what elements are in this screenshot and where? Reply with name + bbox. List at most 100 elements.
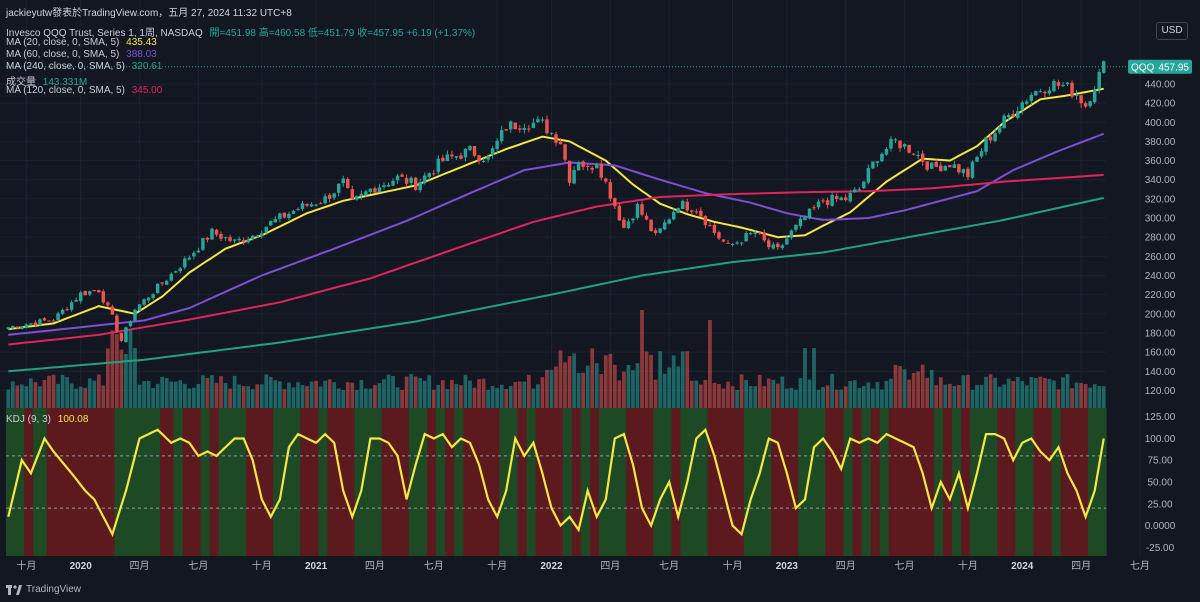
volume-bar [382,379,386,408]
candle-body [712,224,717,233]
volume-bar [314,380,318,408]
kdj-bg-column [508,408,514,556]
candle-body [653,230,658,234]
volume-bar [861,385,866,408]
volume-bar [689,380,694,408]
legend-ma60[interactable]: MA (60, close, 0, SMA, 5) 388.03 [6,49,157,60]
candle-body [459,155,463,159]
volume-bar [92,380,97,408]
kdj-bg-column [322,408,328,556]
kdj-bg-column [748,408,754,556]
volume-bar [1097,385,1102,408]
candle-body [640,204,644,215]
volume-bar [866,382,871,408]
candle-body [730,243,735,245]
candle-body [74,299,78,302]
candlestick-layer [6,60,1106,343]
price-tick-label: 380.00 [1145,137,1176,148]
candle-body [504,129,508,131]
candle-body [1043,91,1047,94]
volume-bar [33,382,38,408]
candle-body [169,273,173,281]
legend-volume[interactable]: 成交量 143.331M [6,73,87,88]
candle-body [400,174,404,177]
kdj-bg-column [544,408,550,556]
currency-button[interactable]: USD [1156,22,1188,40]
candle-body [56,313,60,321]
volume-bar [1074,382,1079,408]
volume-bar [1070,388,1074,408]
candle-body [1074,94,1079,96]
candle-body [350,189,355,200]
legend-ma120[interactable]: MA (120, close, 0, SMA, 5) 345.00 [6,85,162,96]
candle-body [988,136,993,141]
candle-body [359,193,364,197]
candle-body [671,211,676,220]
volume-bar [210,375,214,408]
volume-bar [1029,377,1034,408]
candle-body [1056,82,1061,86]
candle-body [563,144,567,160]
kdj-bg-column [522,408,528,556]
legend-ma20[interactable]: MA (20, close, 0, SMA, 5) 435.43 [6,37,157,48]
legend-ma240[interactable]: MA (240, close, 0, SMA, 5) 320.61 [6,61,162,72]
kdj-bg-column [780,408,786,556]
volume-bar [757,374,762,408]
kdj-bg-column [680,408,686,556]
legend-kdj[interactable]: KDJ (9, 3) 100.08 [6,414,88,425]
volume-bar [513,382,518,408]
kdj-bg-column [155,408,161,556]
kdj-bg-column [395,408,401,556]
kdj-bg-column [961,408,967,556]
kdj-bg-column [422,408,428,556]
volume-bar [911,372,916,408]
volume-bar [961,375,966,408]
candle-body [255,236,259,238]
volume-bar [852,380,857,408]
candle-body [115,315,119,332]
volume-bar [278,381,282,408]
volume-bar [250,389,255,408]
candle-body [1002,115,1006,129]
candle-body [418,182,422,191]
volume-bar [400,389,404,408]
volume-bar [133,347,137,408]
volume-bar [676,366,681,408]
volume-bar [717,383,721,408]
volume-bar [327,379,332,408]
candle-body [300,203,305,209]
kdj-bg-column [603,408,609,556]
kdj-bg-column [37,408,43,556]
time-tick-label: 十月 [16,559,36,572]
volume-bar [712,382,717,408]
volume-bar [178,380,183,408]
candle-body [364,191,368,196]
kdj-bg-column [1092,408,1098,556]
kdj-bg-column [286,408,292,556]
volume-bar [164,378,169,408]
kdj-bg-column [123,408,129,556]
kdj-bg-column [458,408,464,556]
volume-bar [622,371,626,408]
price-tick-label: 360.00 [1145,156,1176,167]
kdj-bg-column [956,408,962,556]
volume-bar [264,374,269,408]
kdj-bg-column [576,408,582,556]
kdj-bg-column [739,408,745,556]
time-tick-label: 十月 [487,559,507,572]
candle-body [798,218,803,227]
kdj-bg-column [857,408,863,556]
volume-bar [916,371,921,408]
volume-bar [413,376,418,408]
candle-body [717,232,721,239]
candle-body [318,203,323,205]
kdj-bg-column [716,408,722,556]
kdj-line [7,427,1105,538]
tradingview-brand[interactable]: TradingView [6,584,81,595]
volume-bar [309,381,314,408]
legend-ma120-label: MA (120, close, 0, SMA, 5) [6,85,125,96]
kdj-bg-column [304,408,310,556]
kdj-bg-column [612,408,618,556]
